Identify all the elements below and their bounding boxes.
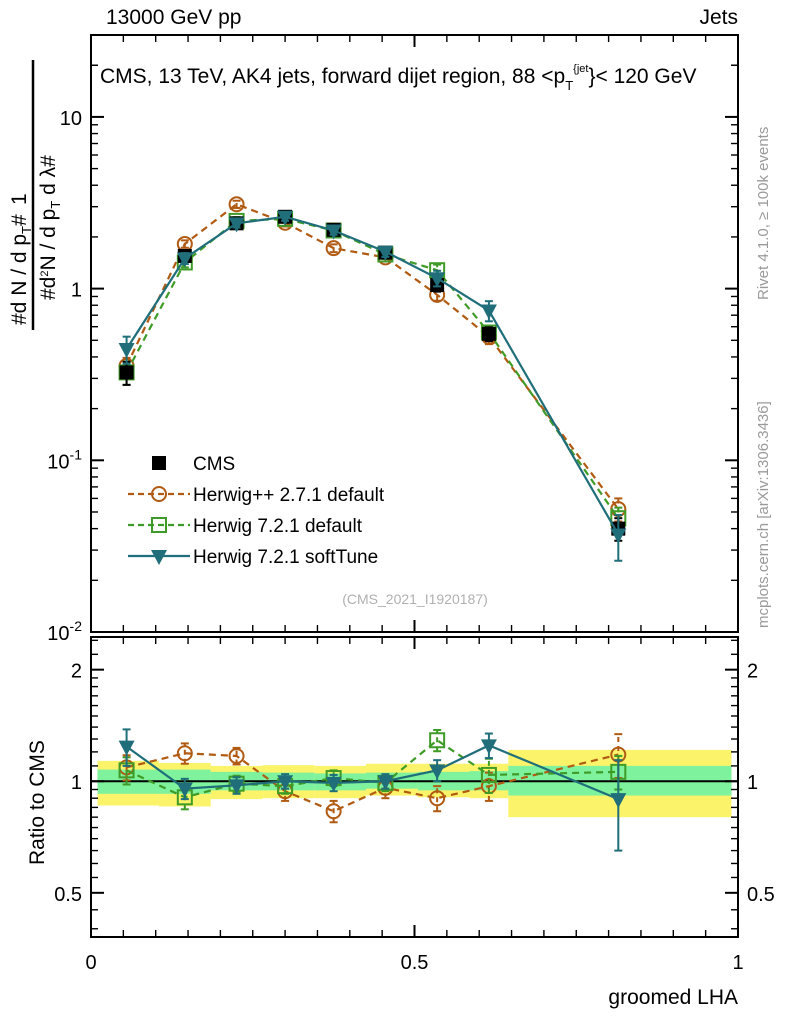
x-tick-label: 0.5 bbox=[401, 952, 429, 974]
ratio-y-tick-label: 1 bbox=[71, 772, 82, 794]
marker-herwig721-soft bbox=[325, 224, 342, 240]
marker-herwig721-soft bbox=[610, 528, 627, 544]
ratio-y-tick-label-right: 1 bbox=[747, 772, 758, 794]
legend-label: Herwig++ 2.7.1 default bbox=[193, 485, 385, 506]
x-axis-label: groomed LHA bbox=[608, 986, 738, 1009]
legend-label: Herwig 7.2.1 default bbox=[193, 516, 363, 537]
header-right: Jets bbox=[699, 6, 738, 29]
marker-herwig721-soft bbox=[480, 304, 497, 320]
legend-item-cms[interactable]: CMS bbox=[152, 454, 235, 475]
marker-herwigpp bbox=[325, 240, 342, 257]
header-left: 13000 GeV pp bbox=[106, 6, 241, 29]
marker-herwigpp bbox=[151, 486, 167, 502]
main-y-tick-label: 1 bbox=[71, 280, 82, 302]
ratio-y-tick-label-right: 2 bbox=[747, 661, 758, 683]
marker-cms bbox=[481, 326, 496, 341]
marker-herwig721-soft bbox=[377, 775, 394, 791]
ratio-series-line bbox=[126, 738, 619, 799]
marker-herwigpp bbox=[176, 745, 193, 762]
watermark: (CMS_2021_I1920187) bbox=[342, 591, 488, 607]
y-axis-label-group: #d N / d pT# 1 #d2N / d pT d λ# bbox=[8, 60, 63, 330]
marker-cms bbox=[152, 456, 166, 470]
marker-herwig721-soft bbox=[228, 217, 245, 233]
marker-herwig721 bbox=[429, 732, 446, 749]
marker-herwigpp bbox=[228, 196, 245, 213]
marker-herwig721-soft bbox=[377, 245, 394, 261]
series-herwig-7-2-1-softtune bbox=[118, 210, 627, 562]
ratio-series-group bbox=[118, 728, 627, 852]
marker-herwig721-soft bbox=[429, 272, 446, 288]
side-label-mcplots: mcplots.cern.ch [arXiv:1306.3436] bbox=[755, 401, 772, 628]
main-y-tick-label: 10 bbox=[60, 108, 82, 130]
legend: CMS Herwig++ 2.7.1 default Herwig 7.2.1 de… bbox=[128, 454, 385, 568]
ratio-y-tick-labels: 2 2 1 1 0.5 0.5 bbox=[54, 661, 775, 906]
marker-herwigpp bbox=[228, 747, 245, 764]
marker-herwig721-soft bbox=[151, 550, 167, 565]
legend-item-herwig-7-2-1-softtune[interactable]: Herwig 7.2.1 softTune bbox=[128, 547, 378, 568]
plot-title: CMS, 13 TeV, AK4 jets, forward dijet reg… bbox=[100, 63, 696, 93]
series-line bbox=[125, 203, 620, 510]
x-tick-label: 0 bbox=[85, 952, 96, 974]
ratio-y-tick-label-right: 0.5 bbox=[747, 884, 775, 906]
legend-item-herwig-7-2-1-default[interactable]: Herwig 7.2.1 default bbox=[128, 516, 363, 537]
marker-herwig721 bbox=[480, 766, 497, 783]
marker-herwig721 bbox=[151, 517, 167, 533]
marker-herwig721-soft bbox=[176, 782, 193, 798]
marker-herwig721-soft bbox=[176, 252, 193, 268]
ratio-series-line bbox=[126, 752, 619, 813]
ratio-axis-ticks bbox=[90, 637, 739, 937]
marker-herwig721-soft bbox=[228, 779, 245, 795]
legend-item-herwig-2-7-1-default[interactable]: Herwig++ 2.7.1 default bbox=[128, 485, 385, 506]
ratio-y-tick-label: 0.5 bbox=[54, 884, 82, 906]
legend-label: Herwig 7.2.1 softTune bbox=[193, 547, 378, 568]
marker-herwigpp bbox=[429, 790, 446, 807]
ratio-y-tick-label: 2 bbox=[71, 661, 82, 683]
marker-herwig721-soft bbox=[610, 793, 627, 809]
ratio-series-herwig-7-2-1-softtune bbox=[118, 728, 627, 852]
main-axis-ticks bbox=[90, 34, 739, 633]
ratio-panel: 2 21 10.5 0.5 0 0.5 1 bbox=[54, 636, 775, 974]
y-axis-label-one: 1 bbox=[8, 193, 31, 205]
y-axis-label-denominator: #d2N / d pT d λ# bbox=[37, 155, 63, 300]
side-label-rivet: Rivet 4.1.0, ≥ 100k events bbox=[755, 127, 772, 300]
marker-herwigpp bbox=[325, 803, 342, 820]
marker-herwig721-soft bbox=[429, 764, 446, 780]
marker-herwig721-soft bbox=[325, 776, 342, 792]
marker-herwig721-soft bbox=[277, 775, 294, 791]
marker-cms bbox=[119, 365, 134, 380]
marker-herwig721-soft bbox=[277, 210, 294, 226]
marker-herwig721-soft bbox=[480, 739, 497, 755]
x-tick-label: 1 bbox=[732, 952, 743, 974]
main-series-group bbox=[118, 196, 627, 562]
ratio-y-axis-label: Ratio to CMS bbox=[26, 740, 49, 865]
y-axis-label-numerator: #d N / d pT# bbox=[8, 214, 34, 325]
ratio-x-tick-labels: 0 0.5 1 bbox=[85, 952, 743, 974]
marker-herwig721-soft bbox=[118, 342, 135, 358]
legend-label: CMS bbox=[193, 454, 235, 475]
marker-herwig721-soft bbox=[118, 740, 135, 756]
